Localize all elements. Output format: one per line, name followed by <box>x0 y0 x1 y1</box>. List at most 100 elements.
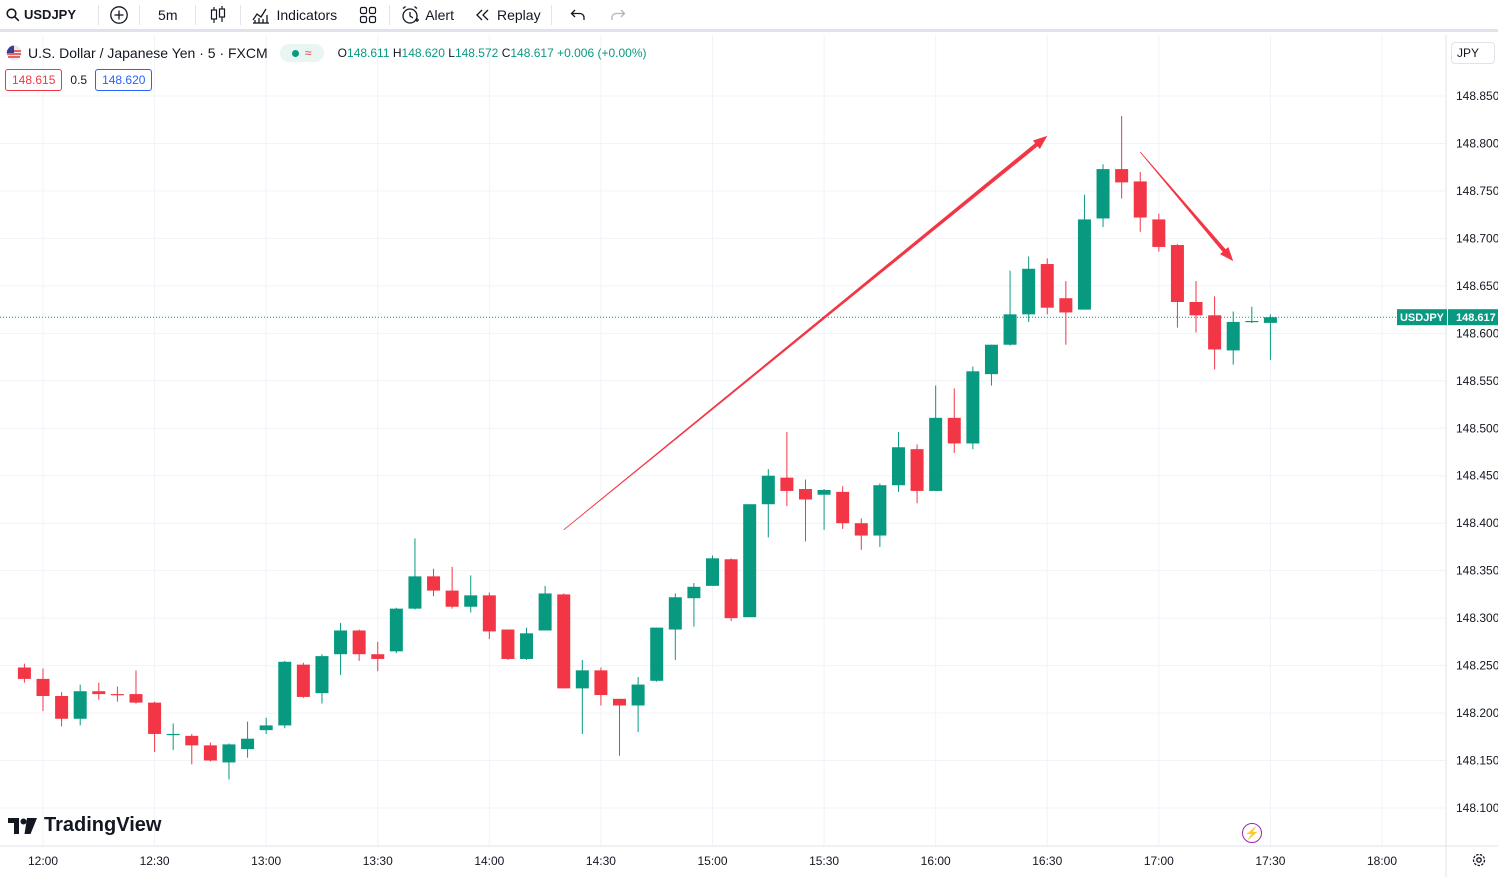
price-label-symbol-box <box>1397 309 1447 326</box>
high-label: H <box>392 46 402 60</box>
price-tick-label: 148.400 <box>1456 516 1498 530</box>
replay-label: Replay <box>496 6 541 23</box>
candle-body <box>613 698 627 706</box>
candle <box>1115 115 1129 199</box>
time-tick-label: 17:00 <box>1144 854 1174 868</box>
candle-body <box>854 523 868 536</box>
price-tick-label: 148.600 <box>1456 326 1498 340</box>
candles-icon <box>211 5 226 23</box>
candle-body <box>1040 264 1054 308</box>
candle-body <box>1170 245 1184 303</box>
candles-layer <box>17 115 1277 780</box>
chart-area[interactable]: 148.850 148.800 148.750 148.700 148.650 148.6… <box>0 35 1498 877</box>
price-tick-label: 148.700 <box>1456 231 1498 245</box>
time-tick-label: 16:00 <box>921 854 951 868</box>
candle-body <box>148 702 162 734</box>
low-label: L <box>448 46 455 60</box>
price-axis[interactable]: 148.850 148.800 148.750 148.700 148.650 148.6… <box>1456 89 1498 815</box>
sell-button[interactable]: 148.615 <box>5 69 63 91</box>
candle-body <box>668 597 682 630</box>
candle-body <box>1226 321 1240 351</box>
price-tick-label: 148.800 <box>1456 136 1498 150</box>
candle <box>1189 281 1203 333</box>
candle-body <box>185 735 199 746</box>
watermark-text: TradingView <box>44 814 162 836</box>
time-tick-label: 15:30 <box>809 854 839 868</box>
candle-body <box>947 417 961 444</box>
candle-body <box>1115 169 1129 183</box>
candle-body <box>222 744 236 763</box>
toolbar-divider <box>98 4 100 25</box>
chart-legend: U.S. Dollar / Japanese Yen · 5 · FXCM ≈ … <box>6 43 647 63</box>
candle-body <box>501 629 515 659</box>
compare-button[interactable] <box>99 0 139 31</box>
candle <box>203 742 217 762</box>
approx-icon: ≈ <box>304 46 312 60</box>
candle <box>817 489 831 530</box>
candle-body <box>1077 219 1091 310</box>
candle-body <box>910 449 924 491</box>
candle-body <box>873 485 887 536</box>
add-circle-icon <box>110 5 128 24</box>
redo-icon <box>610 9 625 20</box>
time-tick-label: 13:30 <box>363 854 393 868</box>
lightning-icon[interactable]: ⚡ <box>1242 823 1262 843</box>
toolbar-divider <box>240 4 242 25</box>
market-open-dot <box>291 49 299 57</box>
candle <box>129 670 143 704</box>
candle <box>501 629 515 660</box>
time-axis[interactable]: 12:00 12:30 13:00 13:30 14:00 14:30 15:00 15:30… <box>28 854 1397 868</box>
candle-body <box>1263 317 1277 323</box>
candle-body <box>129 694 143 703</box>
candle-body <box>371 654 385 659</box>
candle <box>761 469 775 538</box>
trend-arrow[interactable] <box>563 135 1048 531</box>
layouts-button[interactable] <box>347 0 389 31</box>
toolbar-divider <box>550 4 552 25</box>
buy-button[interactable]: 148.620 <box>95 69 153 91</box>
tradingview-logo-icon <box>8 817 37 834</box>
indicators-button[interactable]: Indicators <box>241 0 347 31</box>
candle <box>910 444 924 504</box>
trend-arrow[interactable] <box>1139 151 1234 262</box>
candle <box>296 662 310 698</box>
candle <box>1208 296 1222 370</box>
time-tick-label: 12:30 <box>140 854 170 868</box>
interval-button[interactable]: 5m <box>158 6 178 23</box>
candle <box>36 668 50 712</box>
market-status-pill[interactable]: ≈ <box>279 44 324 62</box>
symbol-title[interactable]: U.S. Dollar / Japanese Yen · 5 · FXCM <box>28 45 268 61</box>
candle-body <box>1189 302 1203 316</box>
replay-button[interactable]: Replay <box>464 0 551 31</box>
symbol-search[interactable]: USDJPY <box>0 0 86 31</box>
candle-body <box>427 576 441 591</box>
undo-button[interactable] <box>552 0 598 31</box>
time-tick-label: 16:30 <box>1032 854 1062 868</box>
candle <box>259 717 273 734</box>
candle <box>668 593 682 660</box>
candle-body <box>631 684 645 706</box>
candle-body <box>520 633 534 659</box>
price-tick-label: 148.650 <box>1456 279 1498 293</box>
redo-button[interactable] <box>598 0 638 31</box>
gear-icon[interactable] <box>1471 852 1487 868</box>
alert-button[interactable]: Alert <box>390 0 464 31</box>
candle-body <box>594 670 608 696</box>
candle-body <box>1245 320 1259 323</box>
candle-body <box>55 695 69 719</box>
candle <box>1059 281 1073 345</box>
candle <box>891 432 905 492</box>
candle <box>836 486 850 529</box>
price-tick-label: 148.100 <box>1456 801 1498 815</box>
chart-type-button[interactable] <box>196 0 240 31</box>
candle <box>594 667 608 706</box>
arrow-head <box>1032 135 1048 149</box>
candle <box>445 566 459 609</box>
candle <box>389 607 403 654</box>
currency-button[interactable]: JPY <box>1451 42 1495 64</box>
candle-body <box>1096 169 1110 219</box>
candle-body <box>389 608 403 652</box>
candle <box>798 479 812 542</box>
candle-body <box>110 694 124 696</box>
toolbar-divider <box>389 4 391 25</box>
